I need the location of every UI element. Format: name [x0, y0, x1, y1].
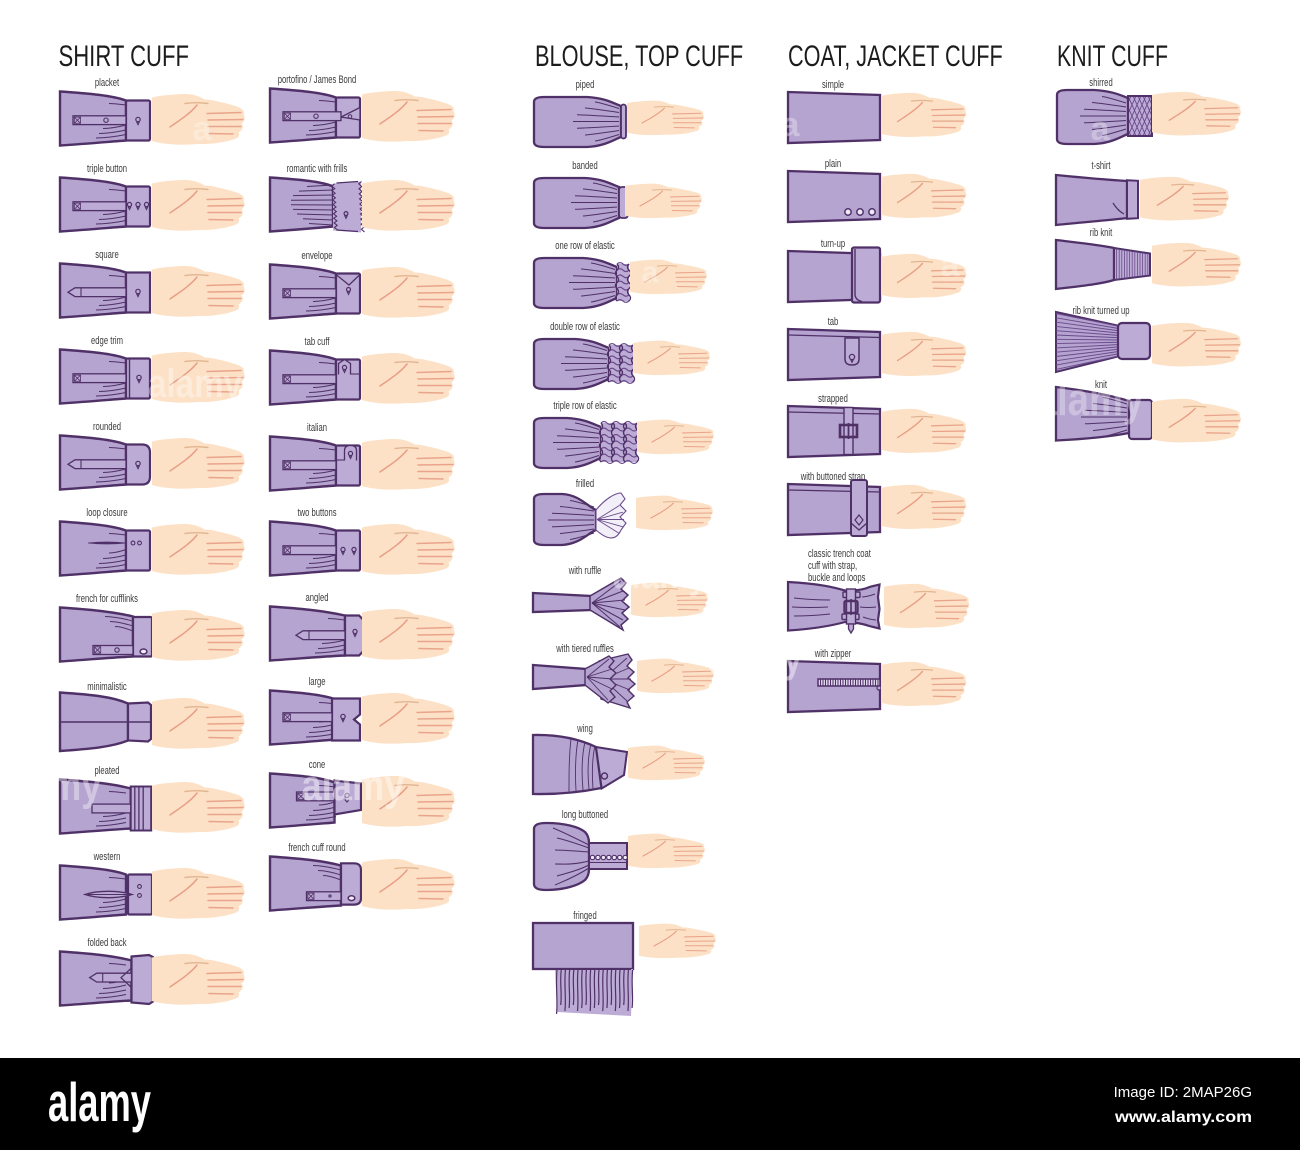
svg-text:banded: banded — [572, 160, 598, 172]
svg-text:alamy: alamy — [613, 553, 708, 597]
svg-text:portofino / James Bond: portofino / James Bond — [278, 74, 357, 86]
svg-text:t-shirt: t-shirt — [1091, 160, 1110, 172]
svg-text:square: square — [95, 249, 118, 261]
svg-text:placket: placket — [95, 77, 119, 89]
svg-text:double row of elastic: double row of elastic — [550, 321, 620, 333]
svg-text:alamy: alamy — [302, 761, 405, 810]
svg-text:folded back: folded back — [87, 937, 126, 949]
svg-text:alamy: alamy — [48, 1071, 151, 1133]
svg-text:KNIT CUFF: KNIT CUFF — [1057, 40, 1168, 73]
svg-text:rounded: rounded — [93, 421, 121, 433]
svg-text:with tiered ruffles: with tiered ruffles — [556, 643, 615, 655]
svg-text:plain: plain — [825, 158, 841, 170]
svg-text:alamy: alamy — [1036, 373, 1144, 425]
svg-text:buckle and loops: buckle and loops — [808, 572, 866, 584]
svg-text:alamy: alamy — [0, 761, 102, 810]
svg-text:alamy: alamy — [708, 637, 803, 681]
svg-text:with zipper: with zipper — [814, 648, 851, 660]
svg-text:a: a — [193, 110, 213, 148]
svg-text:alamy: alamy — [148, 362, 243, 406]
svg-text:french cuff round: french cuff round — [288, 842, 345, 854]
svg-text:www.alamy.com: www.alamy.com — [1114, 1109, 1252, 1126]
svg-text:tab cuff: tab cuff — [305, 336, 331, 348]
svg-text:turn-up: turn-up — [821, 238, 845, 250]
svg-text:with ruffle: with ruffle — [568, 565, 601, 577]
svg-text:cuff with strap,: cuff with strap, — [808, 560, 857, 572]
svg-text:italian: italian — [307, 422, 327, 434]
svg-text:triple button: triple button — [87, 163, 127, 175]
svg-text:a: a — [1091, 110, 1111, 148]
svg-text:triple row of elastic: triple row of elastic — [553, 400, 617, 412]
svg-text:angled: angled — [306, 592, 329, 604]
svg-text:strapped: strapped — [818, 393, 848, 405]
svg-text:long buttoned: long buttoned — [562, 809, 608, 821]
svg-text:minimalistic: minimalistic — [87, 681, 127, 693]
svg-text:rib knit: rib knit — [1090, 227, 1113, 239]
svg-text:shirred: shirred — [1089, 77, 1112, 89]
svg-text:fringed: fringed — [573, 910, 596, 922]
svg-text:SHIRT CUFF: SHIRT CUFF — [59, 40, 190, 73]
svg-text:western: western — [93, 851, 120, 863]
svg-text:Image ID: 2MAP26G: Image ID: 2MAP26G — [1114, 1084, 1252, 1101]
svg-text:a: a — [642, 256, 659, 289]
svg-text:french for cufflinks: french for cufflinks — [76, 593, 138, 605]
svg-text:edge trim: edge trim — [91, 335, 123, 347]
svg-text:romantic with frills: romantic with frills — [287, 163, 348, 175]
svg-text:classic trench coat: classic trench coat — [808, 548, 871, 560]
svg-text:a: a — [941, 246, 961, 284]
svg-text:frilled: frilled — [576, 478, 594, 490]
svg-text:envelope: envelope — [302, 250, 333, 262]
svg-text:rib knit turned up: rib knit turned up — [1073, 305, 1130, 317]
svg-text:two buttons: two buttons — [297, 507, 336, 519]
svg-text:wing: wing — [576, 723, 592, 735]
svg-text:tab: tab — [828, 316, 839, 328]
svg-text:one row of elastic: one row of elastic — [555, 240, 615, 252]
svg-text:piped: piped — [576, 79, 595, 91]
svg-text:large: large — [309, 676, 326, 688]
svg-text:COAT, JACKET CUFF: COAT, JACKET CUFF — [788, 40, 1003, 73]
svg-text:loop closure: loop closure — [86, 507, 127, 519]
svg-text:BLOUSE, TOP CUFF: BLOUSE, TOP CUFF — [535, 40, 743, 73]
svg-text:a: a — [781, 106, 801, 144]
svg-text:simple: simple — [822, 79, 844, 91]
